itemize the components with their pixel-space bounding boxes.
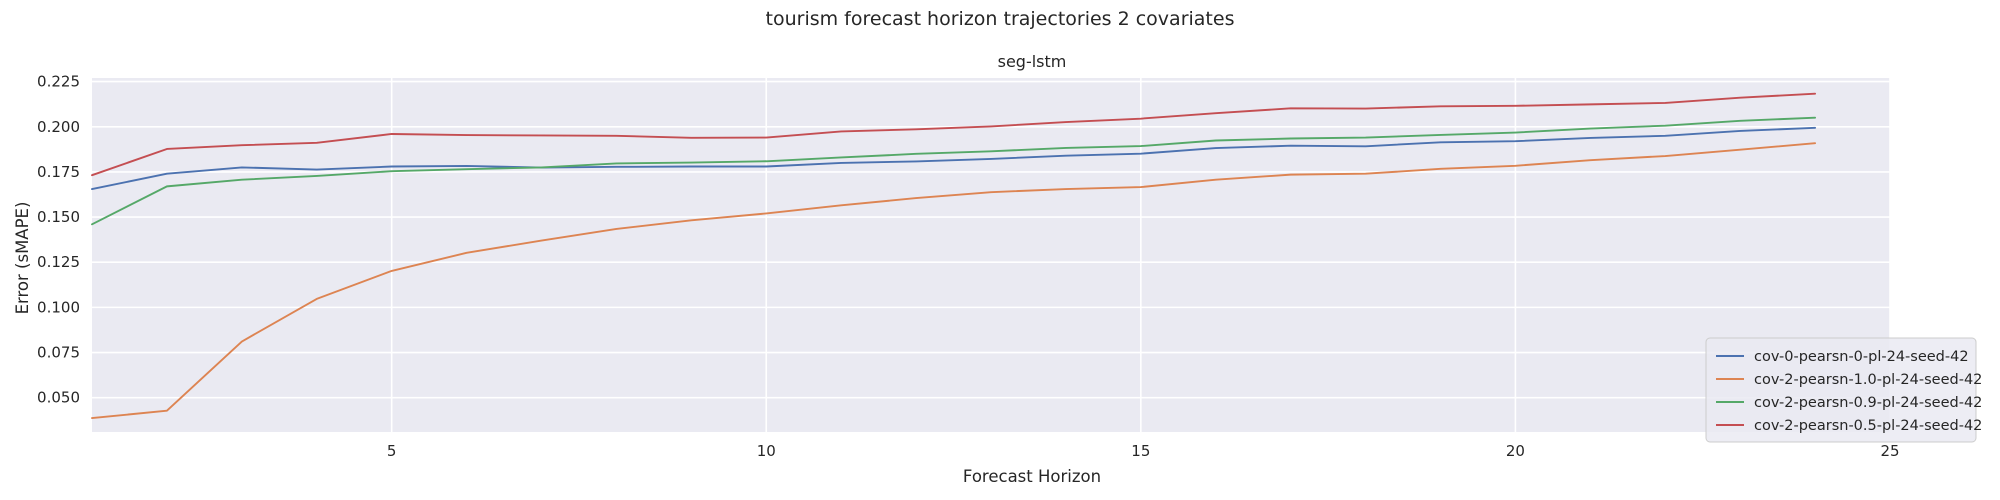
legend-label: cov-2-pearsn-0.5-pl-24-seed-42 [1754,418,1982,434]
x-tick-labels: 5 10 15 20 25 [387,442,1900,460]
axes-title: seg-lstm [998,52,1067,71]
legend-label: cov-0-pearsn-0-pl-24-seed-42 [1754,349,1969,365]
x-tick-label: 25 [1880,442,1899,460]
series-line-2 [91,142,1817,420]
x-tick-label: 10 [757,442,776,460]
y-tick-label: 0.050 [37,389,80,407]
series-line-1 [91,126,1817,191]
x-tick-label: 5 [387,442,397,460]
y-tick-labels: 0.050 0.075 0.100 0.125 0.150 0.175 0.200 0.225 [37,73,80,407]
chart-title: tourism forecast horizon trajectories 2 … [766,8,1235,30]
series-line-4 [91,92,1817,177]
y-tick-label: 0.100 [37,298,80,316]
legend: cov-0-pearsn-0-pl-24-seed-42 cov-2-pearsn… [1705,337,1982,443]
legend-label: cov-2-pearsn-1.0-pl-24-seed-42 [1754,372,1982,388]
x-tick-label: 20 [1506,442,1525,460]
series-line-3 [91,116,1817,226]
legend-box [1705,337,1977,443]
legend-label: cov-2-pearsn-0.9-pl-24-seed-42 [1754,395,1982,411]
plot-area [92,78,1890,432]
y-tick-label: 0.225 [37,73,80,91]
x-axis-label: Forecast Horizon [963,467,1101,486]
x-tick-label: 15 [1131,442,1150,460]
y-tick-label: 0.075 [37,344,80,362]
y-tick-label: 0.175 [37,163,80,181]
y-axis-label: Error (sMAPE) [13,202,32,315]
y-tick-label: 0.125 [37,253,80,271]
series-group [91,92,1817,420]
y-tick-label: 0.200 [37,118,80,136]
y-tick-label: 0.150 [37,208,80,226]
